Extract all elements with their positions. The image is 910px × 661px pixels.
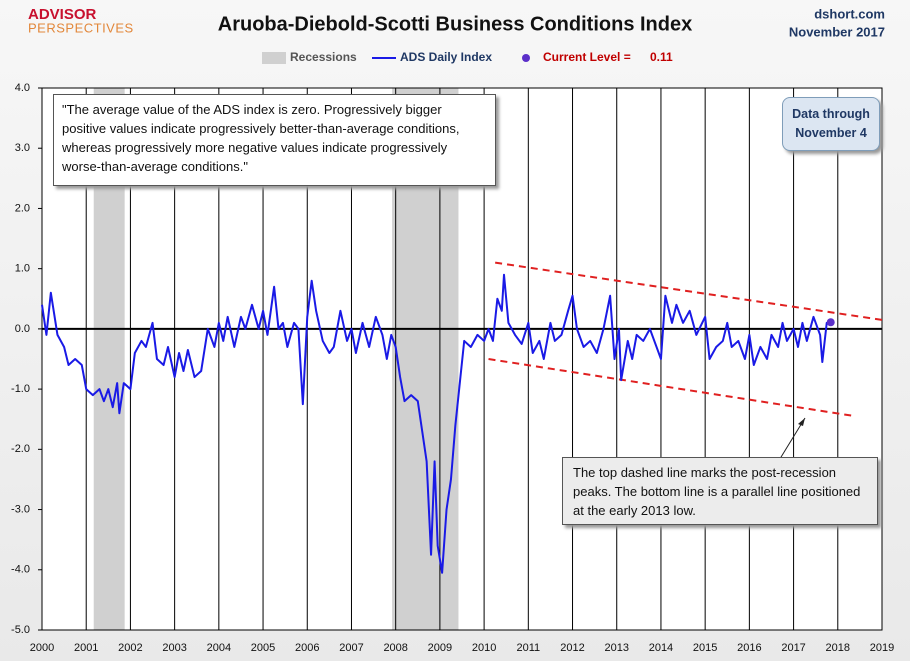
legend-label: Recessions [290,50,357,64]
x-tick-label: 2010 [472,642,496,654]
x-tick-label: 2000 [30,642,54,654]
note-arrowhead [798,418,805,426]
logo-bottom: PERSPECTIVES [28,20,134,35]
data-through-box: Data through November 4 [782,97,880,151]
x-tick-label: 2002 [118,642,142,654]
current-level-value: 0.11 [650,50,673,64]
x-tick-label: 2001 [74,642,98,654]
date: November 2017 [789,24,885,39]
logo-top: ADVISOR [28,6,97,23]
x-tick-label: 2005 [251,642,275,654]
plot-frame [41,87,883,631]
y-tick-label: -2.0 [11,443,30,455]
legend-label: ADS Daily Index [400,50,492,64]
legend-label: Current Level = [543,50,631,64]
x-tick-label: 2011 [516,642,540,654]
x-tick-label: 2017 [781,642,805,654]
x-tick-label: 2012 [560,642,584,654]
x-tick-label: 2004 [207,642,231,654]
quote-box: "The average value of the ADS index is z… [53,94,496,186]
x-tick-label: 2013 [604,642,628,654]
legend-swatch [262,52,286,64]
x-tick-label: 2008 [383,642,407,654]
x-tick-label: 2006 [295,642,319,654]
x-tick-label: 2007 [339,642,363,654]
y-tick-label: -3.0 [11,503,30,515]
trend-line [488,358,856,418]
marks [41,261,883,574]
x-tick-label: 2019 [870,642,894,654]
x-tick-label: 2016 [737,642,761,654]
y-tick-label: -5.0 [11,624,30,636]
x-tick-label: 2014 [649,642,673,654]
y-tick-label: -1.0 [11,383,30,395]
source: dshort.com [814,6,885,21]
x-tick-label: 2018 [826,642,850,654]
chart-title: Aruoba-Diebold-Scotti Business Condition… [218,13,692,35]
current-level-dot [826,318,835,327]
y-tick-label: -4.0 [11,564,30,576]
trend-line [495,261,883,321]
y-tick-label: 3.0 [15,142,30,154]
note-arrow [777,417,806,463]
legend-swatch [522,54,530,62]
index-line [41,273,831,574]
y-tick-label: 4.0 [15,82,30,94]
x-tick-label: 2015 [693,642,717,654]
legend: Recessions ADS Daily Index Current Level =… [262,50,673,64]
note-box: The top dashed line marks the post-reces… [562,457,878,525]
y-tick-label: 0.0 [15,323,30,335]
y-tick-label: 1.0 [15,263,30,275]
x-tick-label: 2003 [162,642,186,654]
y-tick-label: 2.0 [15,202,30,214]
x-tick-label: 2009 [428,642,452,654]
